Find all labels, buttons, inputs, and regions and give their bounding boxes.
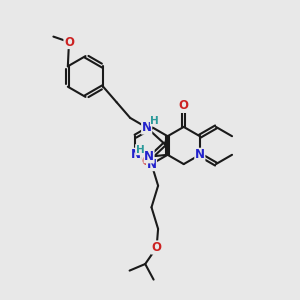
Text: N: N bbox=[130, 148, 140, 161]
Text: O: O bbox=[64, 35, 74, 49]
Text: H: H bbox=[150, 116, 159, 126]
Text: N: N bbox=[144, 150, 154, 163]
Text: O: O bbox=[142, 154, 152, 168]
Text: N: N bbox=[146, 158, 157, 171]
Text: O: O bbox=[152, 241, 162, 254]
Text: O: O bbox=[179, 99, 189, 112]
Text: H: H bbox=[136, 145, 144, 155]
Text: N: N bbox=[142, 121, 152, 134]
Text: N: N bbox=[195, 148, 205, 161]
